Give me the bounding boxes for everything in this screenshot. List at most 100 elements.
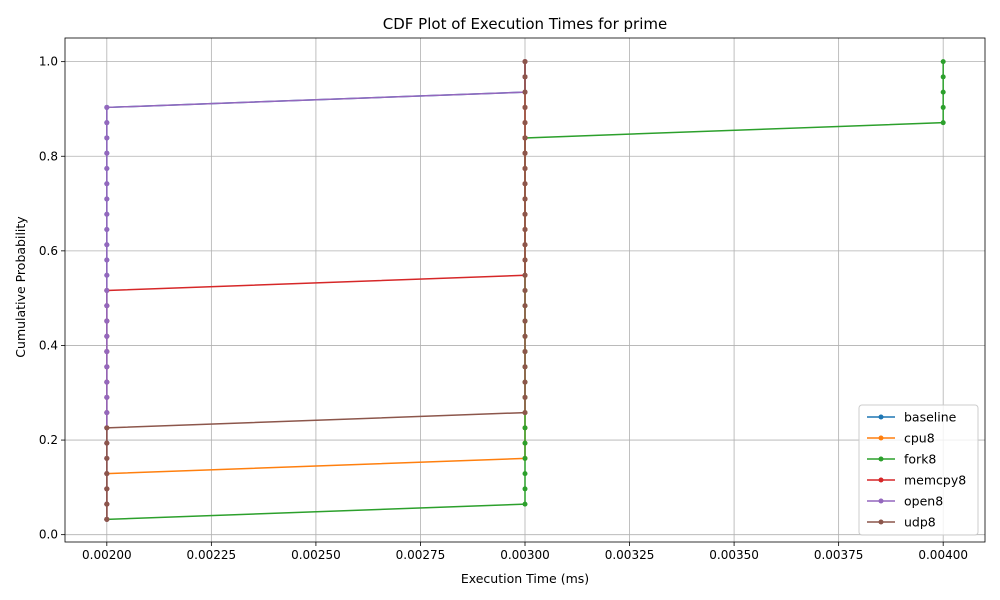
data-point (522, 150, 528, 156)
data-point (522, 303, 528, 309)
data-point (522, 440, 528, 446)
data-point (104, 272, 110, 278)
data-point (522, 501, 528, 507)
data-point (940, 74, 946, 80)
data-point (522, 288, 528, 294)
y-tick-label: 0.2 (39, 433, 58, 447)
data-point (522, 165, 528, 171)
data-point (104, 349, 110, 355)
data-point (522, 364, 528, 370)
data-point (522, 120, 528, 126)
data-point (104, 303, 110, 309)
data-point (522, 379, 528, 385)
data-point (104, 135, 110, 141)
legend-marker (878, 498, 884, 504)
data-point (104, 211, 110, 217)
data-point (522, 318, 528, 324)
series-layer (104, 59, 946, 522)
data-point (104, 410, 110, 416)
data-point (104, 226, 110, 232)
data-point (104, 257, 110, 263)
data-point (104, 455, 110, 461)
data-point (940, 120, 946, 126)
data-point (522, 394, 528, 400)
legend-marker (878, 519, 884, 525)
data-point (522, 455, 528, 461)
chart-title: CDF Plot of Execution Times for prime (383, 15, 667, 33)
x-tick-label: 0.00350 (709, 548, 759, 562)
data-point (522, 135, 528, 141)
data-point (522, 333, 528, 339)
data-point (104, 104, 110, 110)
y-tick-label: 0.8 (39, 149, 58, 163)
legend-label: open8 (904, 494, 943, 509)
data-point (522, 196, 528, 202)
y-axis-label: Cumulative Probability (13, 216, 28, 358)
legend-label: memcpy8 (904, 473, 966, 488)
data-point (104, 288, 110, 294)
data-point (522, 59, 528, 65)
x-tick-label: 0.00200 (82, 548, 132, 562)
data-point (104, 364, 110, 370)
y-axis-ticks: 0.0 0.2 0.4 0.6 0.8 1.0 (39, 55, 65, 542)
data-point (522, 211, 528, 217)
data-point (940, 89, 946, 95)
data-point (104, 120, 110, 126)
data-point (104, 501, 110, 507)
data-point (522, 181, 528, 187)
data-point (522, 471, 528, 477)
legend-label: baseline (904, 410, 957, 425)
data-point (940, 59, 946, 65)
x-axis-label: Execution Time (ms) (461, 571, 589, 586)
legend: baseline cpu8 fork8 memcpy8 open8 udp8 (858, 404, 979, 536)
y-tick-label: 0.0 (39, 528, 58, 542)
data-point (104, 318, 110, 324)
legend-item-open8: open8 (867, 494, 943, 509)
data-point (104, 150, 110, 156)
data-point (522, 74, 528, 80)
x-axis-ticks: 0.00200 0.00225 0.00250 0.00275 0.00300 0.003… (82, 542, 968, 562)
legend-marker (878, 477, 884, 483)
legend-item-baseline: baseline (867, 410, 957, 425)
x-tick-label: 0.00225 (187, 548, 237, 562)
data-point (522, 242, 528, 248)
data-point (104, 242, 110, 248)
data-point (104, 394, 110, 400)
x-tick-label: 0.00275 (396, 548, 446, 562)
data-point (104, 379, 110, 385)
x-tick-label: 0.00325 (605, 548, 655, 562)
data-point (104, 333, 110, 339)
data-point (104, 196, 110, 202)
data-point (522, 104, 528, 110)
data-point (104, 471, 110, 477)
x-tick-label: 0.00375 (814, 548, 864, 562)
legend-marker (878, 456, 884, 462)
data-point (522, 349, 528, 355)
y-tick-label: 0.4 (39, 338, 58, 352)
legend-label: udp8 (904, 515, 936, 530)
legend-label: fork8 (904, 452, 936, 467)
x-tick-label: 0.00300 (500, 548, 550, 562)
legend-marker (878, 435, 884, 441)
data-point (940, 104, 946, 110)
legend-marker (878, 414, 884, 420)
y-tick-label: 0.6 (39, 244, 58, 258)
data-point (522, 226, 528, 232)
series-udp8 (104, 59, 528, 522)
data-point (104, 425, 110, 431)
y-tick-label: 1.0 (39, 55, 58, 69)
x-tick-label: 0.00250 (291, 548, 341, 562)
legend-item-cpu8: cpu8 (867, 431, 935, 446)
data-point (104, 165, 110, 171)
x-tick-label: 0.00400 (918, 548, 968, 562)
legend-item-memcpy8: memcpy8 (867, 473, 966, 488)
data-point (522, 410, 528, 416)
data-point (104, 486, 110, 492)
data-point (104, 516, 110, 522)
data-point (522, 272, 528, 278)
data-point (522, 89, 528, 95)
legend-item-fork8: fork8 (867, 452, 936, 467)
data-point (522, 486, 528, 492)
